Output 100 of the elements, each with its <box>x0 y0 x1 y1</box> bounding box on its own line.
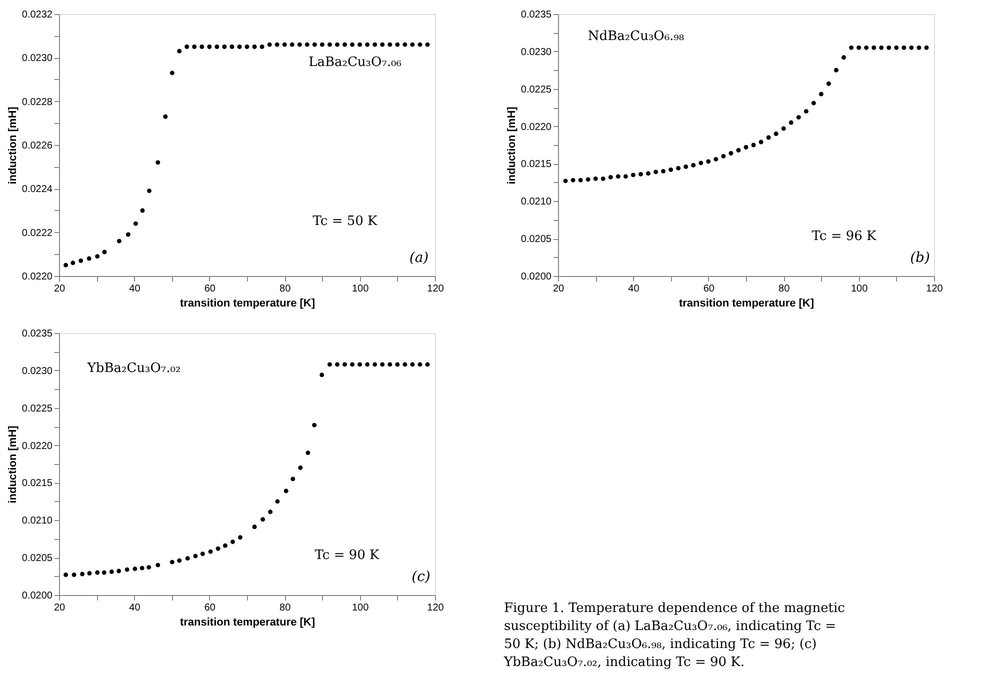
point <box>751 142 756 148</box>
point <box>350 42 355 47</box>
point <box>102 250 107 254</box>
point <box>200 552 205 556</box>
x-tick-label: 60 <box>703 284 715 294</box>
point <box>238 535 242 540</box>
point <box>849 45 854 50</box>
point <box>350 362 355 367</box>
point <box>102 570 106 575</box>
point <box>630 172 636 178</box>
point <box>608 174 613 180</box>
y-tick-label: 0.0210 <box>22 516 53 527</box>
point <box>586 177 590 182</box>
x-tick-label: 100 <box>352 602 370 614</box>
point <box>192 44 197 49</box>
point <box>894 45 899 50</box>
point <box>124 567 130 572</box>
point <box>133 221 138 226</box>
point <box>684 164 688 169</box>
point <box>147 188 152 194</box>
point <box>290 42 294 47</box>
point <box>163 114 168 119</box>
point <box>230 540 235 544</box>
point <box>593 176 598 181</box>
point <box>864 45 869 50</box>
y-tick-label: 0.0225 <box>22 403 53 414</box>
point <box>388 362 392 367</box>
point <box>372 42 378 47</box>
y-tick-label: 0.0215 <box>520 159 552 170</box>
x-tick-label: 20 <box>54 602 66 614</box>
point <box>570 178 576 182</box>
point <box>87 571 92 576</box>
point <box>297 42 302 47</box>
y-tick-label: 0.0235 <box>22 328 53 340</box>
x-tick-label: 120 <box>926 284 944 294</box>
point <box>902 45 906 50</box>
point <box>237 44 242 49</box>
point <box>342 42 347 47</box>
annotation: (c) <box>412 569 430 585</box>
point <box>95 570 100 575</box>
point <box>668 167 674 172</box>
y-tick-label: 0.0225 <box>520 84 552 96</box>
point <box>804 109 808 114</box>
x-tick-label: 20 <box>54 284 66 294</box>
point <box>208 549 213 554</box>
x-tick-label: 100 <box>850 284 868 294</box>
point <box>335 362 340 367</box>
point <box>274 42 280 47</box>
point <box>623 174 628 179</box>
point <box>788 120 794 125</box>
point <box>886 45 892 50</box>
x-tick-label: 80 <box>280 284 292 294</box>
point <box>260 517 266 522</box>
y-tick-label: 0.0220 <box>520 122 552 133</box>
point <box>64 572 68 578</box>
point <box>358 42 362 47</box>
point <box>177 558 182 563</box>
x-tick-label: 40 <box>129 284 141 294</box>
y-tick-label: 0.0235 <box>520 10 552 20</box>
point <box>698 160 704 166</box>
point <box>818 92 824 96</box>
point <box>320 372 324 378</box>
annotation: NdBa₂Cu₃O₆.₉₈ <box>588 29 684 44</box>
point <box>796 115 801 120</box>
y-tick-label: 0.0226 <box>22 140 53 152</box>
x-tick-label: 120 <box>427 602 444 614</box>
point <box>736 148 741 152</box>
point <box>207 44 212 49</box>
point <box>365 362 370 367</box>
annotation: (b) <box>910 250 930 266</box>
point <box>600 176 606 181</box>
point <box>380 42 385 47</box>
annotation: Tc = 90 K <box>314 548 380 563</box>
y-tick-label: 0.0205 <box>520 234 552 246</box>
point <box>402 42 408 47</box>
point <box>193 554 198 558</box>
point <box>170 560 174 564</box>
point <box>70 260 76 266</box>
point <box>654 170 658 174</box>
point <box>177 48 182 54</box>
x-axis-title: transition temperature [K] <box>180 616 316 628</box>
point <box>282 42 287 47</box>
point <box>358 362 362 367</box>
point <box>410 42 415 47</box>
point <box>72 572 76 578</box>
point <box>365 42 370 47</box>
y-axis-title: induction [mH] <box>6 106 19 184</box>
caption: Figure 1. Temperature dependence of the magnetic susceptibility of (a) LaBa₂Cu₃O₇.₀₆, indicating Tc = 50 K; (b) NdBa₂Cu₃O₆.₉₈, indicating Tc = 96; (c) YbBa₂Cu₃O₇.₀₂, indicating Tc = 90 K. <box>503 601 845 670</box>
point <box>388 42 392 47</box>
point <box>395 42 400 47</box>
point <box>78 258 84 263</box>
y-axis-title: induction [mH] <box>6 425 19 504</box>
point <box>86 256 92 261</box>
point <box>222 44 227 49</box>
point <box>335 42 340 47</box>
point <box>252 524 257 530</box>
point <box>312 422 317 428</box>
point <box>842 55 846 60</box>
point <box>267 42 272 47</box>
x-axis-title: transition temperature [K] <box>678 298 814 310</box>
